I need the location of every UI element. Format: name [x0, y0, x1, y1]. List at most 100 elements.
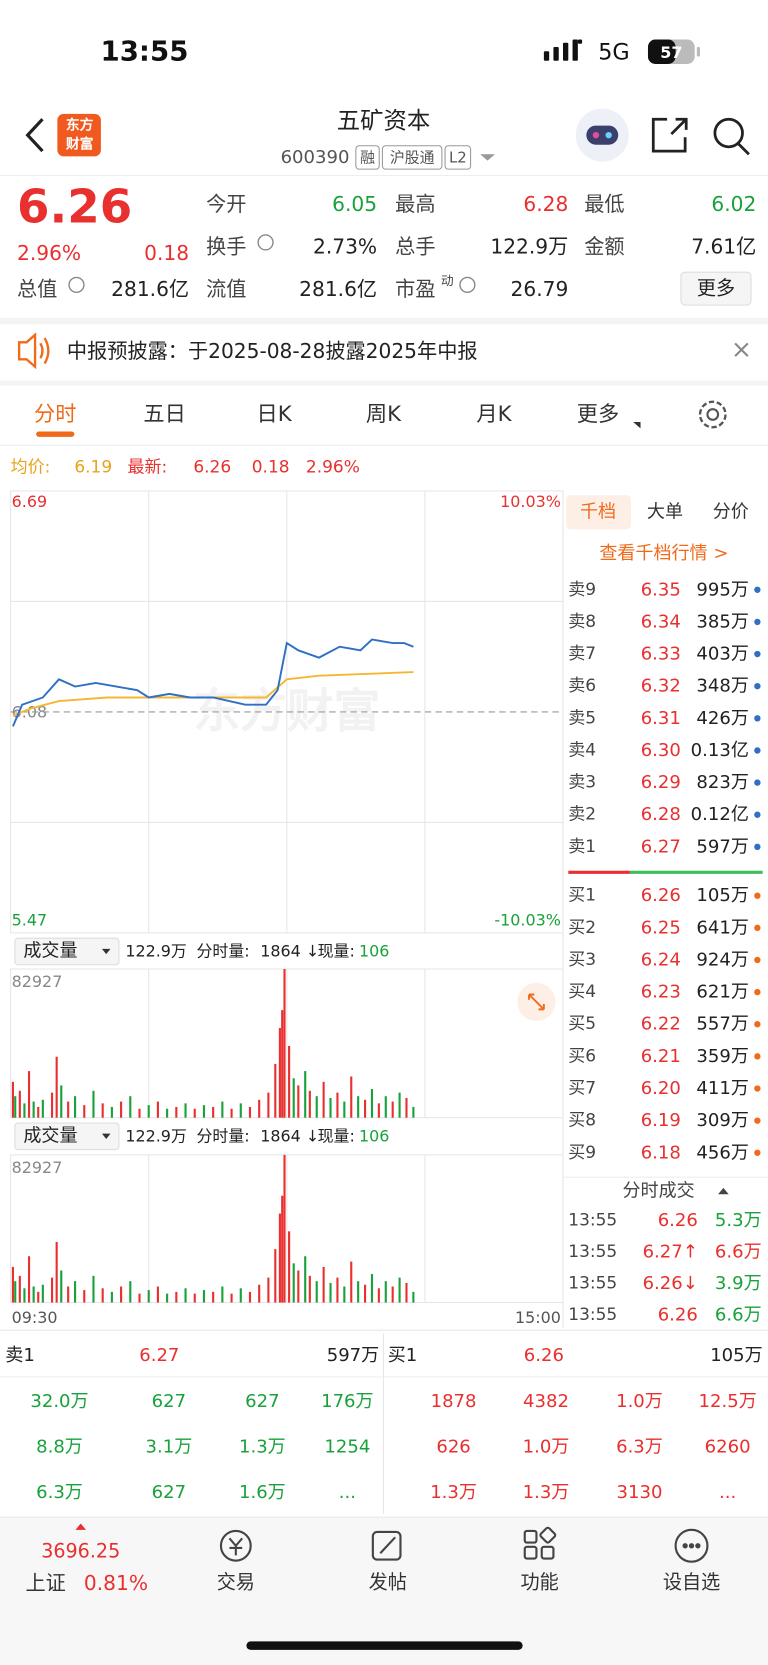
book-dot	[754, 682, 761, 690]
more-button[interactable]	[680, 271, 752, 306]
volume-bar	[92, 1275, 95, 1303]
volume-bar	[41, 1099, 44, 1118]
index-change: 0.81%	[84, 1571, 148, 1595]
settings-button[interactable]	[698, 400, 727, 429]
depth-cell: 627	[152, 1482, 186, 1503]
book-price: 6.30	[641, 740, 681, 761]
volume-bar	[11, 1266, 14, 1303]
dropdown-icon[interactable]	[480, 154, 496, 161]
more-triangle	[633, 421, 641, 429]
logo-text: 东方	[66, 117, 94, 134]
avatar-eye	[592, 131, 600, 139]
book-price: 6.26	[641, 885, 681, 906]
nav-item[interactable]: 交易	[217, 1570, 255, 1593]
nav-item[interactable]: 发帖	[369, 1570, 407, 1593]
trade-time: 13:55	[568, 1273, 617, 1293]
book-dot	[754, 1085, 761, 1092]
volume-bar	[363, 1099, 367, 1118]
depth-cell: 32.0万	[30, 1391, 88, 1412]
field-label: 换手	[206, 235, 246, 259]
volume-bar	[336, 1277, 339, 1303]
depth-cell: 627	[152, 1391, 186, 1412]
book-price: 6.22	[641, 1014, 681, 1035]
book-dot	[754, 618, 761, 626]
book-dot	[754, 988, 761, 996]
latest-pct: 2.96%	[306, 458, 360, 478]
trade-volume: 5.3万	[715, 1210, 762, 1231]
volume-bar	[74, 1281, 77, 1303]
book-tab[interactable]: 大单	[647, 502, 683, 523]
book-volume: 621万	[696, 982, 749, 1003]
index-value[interactable]: 3696.25	[41, 1540, 120, 1563]
book-tab[interactable]: 千档	[580, 502, 616, 523]
field-value: 2.73%	[313, 235, 377, 259]
depth-volume: 597万	[327, 1345, 380, 1366]
index-name: 上证	[25, 1571, 65, 1595]
book-price: 6.34	[641, 611, 681, 632]
volume-bar	[67, 1286, 70, 1303]
volume-bar	[202, 1290, 206, 1303]
field-label: 最高	[395, 192, 435, 216]
volume-tick-label: 82927	[12, 972, 63, 991]
volume-selector[interactable]	[14, 1122, 120, 1151]
volume-bar	[370, 1089, 374, 1118]
book-tab[interactable]: 分价	[713, 502, 749, 523]
active-tab-bg	[566, 495, 631, 530]
avatar-face	[586, 125, 619, 145]
battery-tip	[696, 46, 701, 57]
last-price: 6.26	[17, 180, 132, 234]
volume-bar	[239, 1288, 242, 1303]
tab[interactable]: 五日	[143, 402, 185, 427]
back-button[interactable]	[25, 118, 44, 153]
more-label[interactable]: 更多	[697, 277, 735, 300]
volume-tick-label: 82927	[12, 1158, 63, 1177]
tab[interactable]: 分时	[34, 402, 76, 427]
close-button[interactable]	[734, 342, 749, 357]
nav-item[interactable]: 功能	[521, 1570, 559, 1593]
nav-item[interactable]: 设自选	[663, 1570, 720, 1593]
field-value: 7.61亿	[691, 235, 756, 259]
field-label: 金额	[584, 235, 624, 259]
volume-bar	[37, 1291, 40, 1303]
depth-label: 卖1	[5, 1345, 35, 1366]
volume-bar	[184, 1288, 187, 1303]
book-volume: 924万	[696, 949, 749, 970]
book-volume: 359万	[696, 1046, 749, 1067]
volume-bar	[83, 1290, 86, 1303]
trade-time: 13:55	[568, 1242, 617, 1262]
tab[interactable]: 月K	[476, 402, 512, 427]
y-tick-label: 5.47	[12, 911, 47, 930]
volume-bar	[377, 1103, 380, 1118]
search-button[interactable]	[713, 117, 750, 156]
tab[interactable]: 周K	[366, 402, 402, 427]
stock-code: 600390	[281, 147, 350, 168]
clock: 13:55	[101, 35, 189, 68]
volume-bar	[23, 1288, 26, 1303]
volume-bar	[27, 1071, 31, 1118]
volume-bar	[384, 1281, 387, 1303]
book-price: 6.18	[641, 1142, 681, 1163]
volume-bar	[405, 1097, 408, 1118]
depth-label: 买1	[388, 1345, 418, 1366]
volume-bar	[322, 1266, 325, 1303]
share-button[interactable]	[651, 117, 688, 153]
depth-cell: 1.3万	[523, 1482, 570, 1503]
book-link[interactable]: 查看千档行情 >	[599, 543, 728, 564]
book-dot	[754, 843, 761, 851]
volume-bar	[308, 1275, 311, 1303]
volume-bar	[230, 1293, 233, 1303]
y-tick-label: 6.69	[12, 492, 47, 511]
volume-selector[interactable]	[14, 937, 120, 966]
depth-cell: 3130	[617, 1482, 663, 1503]
tab[interactable]: 日K	[256, 402, 292, 427]
now-label: 现量:	[318, 941, 355, 960]
book-price: 6.33	[641, 644, 681, 665]
volume-bar	[412, 1291, 415, 1303]
volume-bar	[212, 1106, 215, 1118]
nav-bar	[0, 1517, 768, 1665]
book-volume: 403万	[696, 644, 749, 665]
logo-text: 财富	[66, 136, 94, 153]
depth-volume: 105万	[710, 1345, 763, 1366]
tab[interactable]: 更多	[577, 402, 619, 427]
book-dot	[754, 779, 761, 786]
